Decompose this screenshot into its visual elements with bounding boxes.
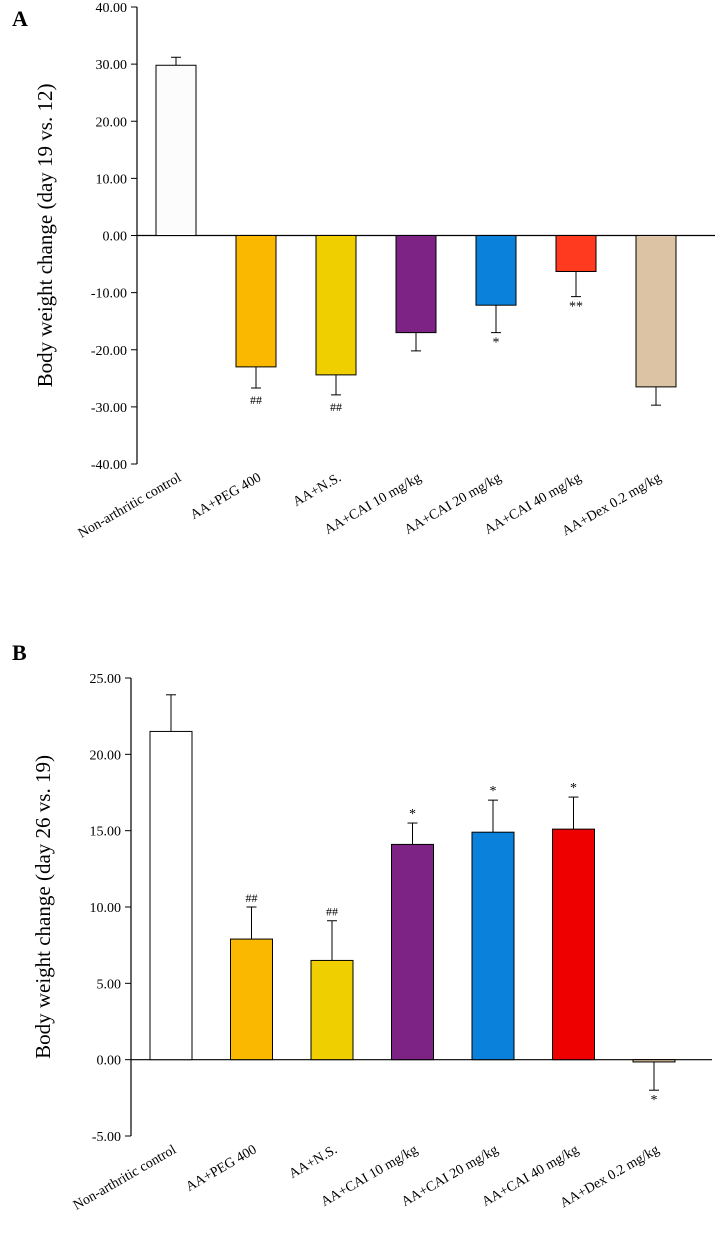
y-tick-label: -40.00 [91, 458, 127, 473]
panel-label: A [12, 6, 28, 31]
category-label: AA+N.S. [287, 1142, 340, 1181]
category-label: AA+PEG 400 [184, 1142, 260, 1195]
y-tick-label: 20.00 [90, 748, 122, 763]
y-axis-title: Body weight change (day 26 vs. 19) [31, 755, 55, 1059]
bar [230, 938, 273, 1061]
y-tick-label: 25.00 [90, 672, 122, 687]
bar [475, 235, 517, 306]
y-tick-label: -20.00 [91, 344, 127, 359]
bar [391, 843, 434, 1061]
chart-panel-a: A -40.00 -30.00 -20.00 -10.00 0.00 10.00 20.00 3… [12, 1, 715, 542]
bar [632, 1059, 676, 1063]
bar [395, 235, 437, 334]
bar [310, 959, 354, 1061]
y-tick-label: 30.00 [96, 58, 128, 73]
panel-label: B [12, 640, 27, 665]
y-tick-label: 10.00 [90, 901, 122, 916]
y-tick-label: 0.00 [103, 230, 128, 245]
significance-label: * [493, 336, 500, 351]
y-tick-label: 40.00 [96, 1, 128, 16]
y-tick-label: 15.00 [90, 825, 122, 840]
significance-label: ** [569, 300, 583, 315]
y-tick-label: 0.00 [97, 1054, 122, 1069]
bar [555, 235, 597, 272]
y-tick-label: 20.00 [96, 115, 128, 130]
category-label: AA+PEG 400 [188, 470, 264, 523]
y-tick-label: 5.00 [97, 977, 122, 992]
bar [552, 828, 595, 1061]
bar [149, 730, 193, 1061]
significance-label: * [570, 781, 577, 796]
chart-panel-b: B -5.00 0.00 5.00 10.00 15.00 20.00 25.00 Body w… [12, 640, 712, 1214]
significance-label: * [409, 807, 416, 822]
significance-label: ## [246, 891, 258, 905]
category-label: AA+N.S. [291, 470, 344, 509]
significance-label: ## [330, 400, 342, 414]
y-tick-label: -30.00 [91, 401, 127, 416]
y-tick-label: -5.00 [92, 1130, 121, 1145]
significance-label: ## [326, 905, 338, 919]
bar [235, 235, 277, 368]
bar [155, 64, 197, 236]
category-label: Non-arthritic control [71, 1142, 179, 1213]
y-tick-label: -10.00 [91, 287, 127, 302]
category-label: Non-arthritic control [76, 470, 184, 541]
y-tick-label: 10.00 [96, 172, 128, 187]
bar [471, 831, 515, 1061]
bar [315, 235, 357, 376]
significance-label: * [490, 784, 497, 799]
significance-label: ## [250, 393, 262, 407]
bar [635, 235, 677, 388]
y-axis-title: Body weight change (day 19 vs. 12) [33, 84, 57, 388]
significance-label: * [651, 1093, 658, 1108]
